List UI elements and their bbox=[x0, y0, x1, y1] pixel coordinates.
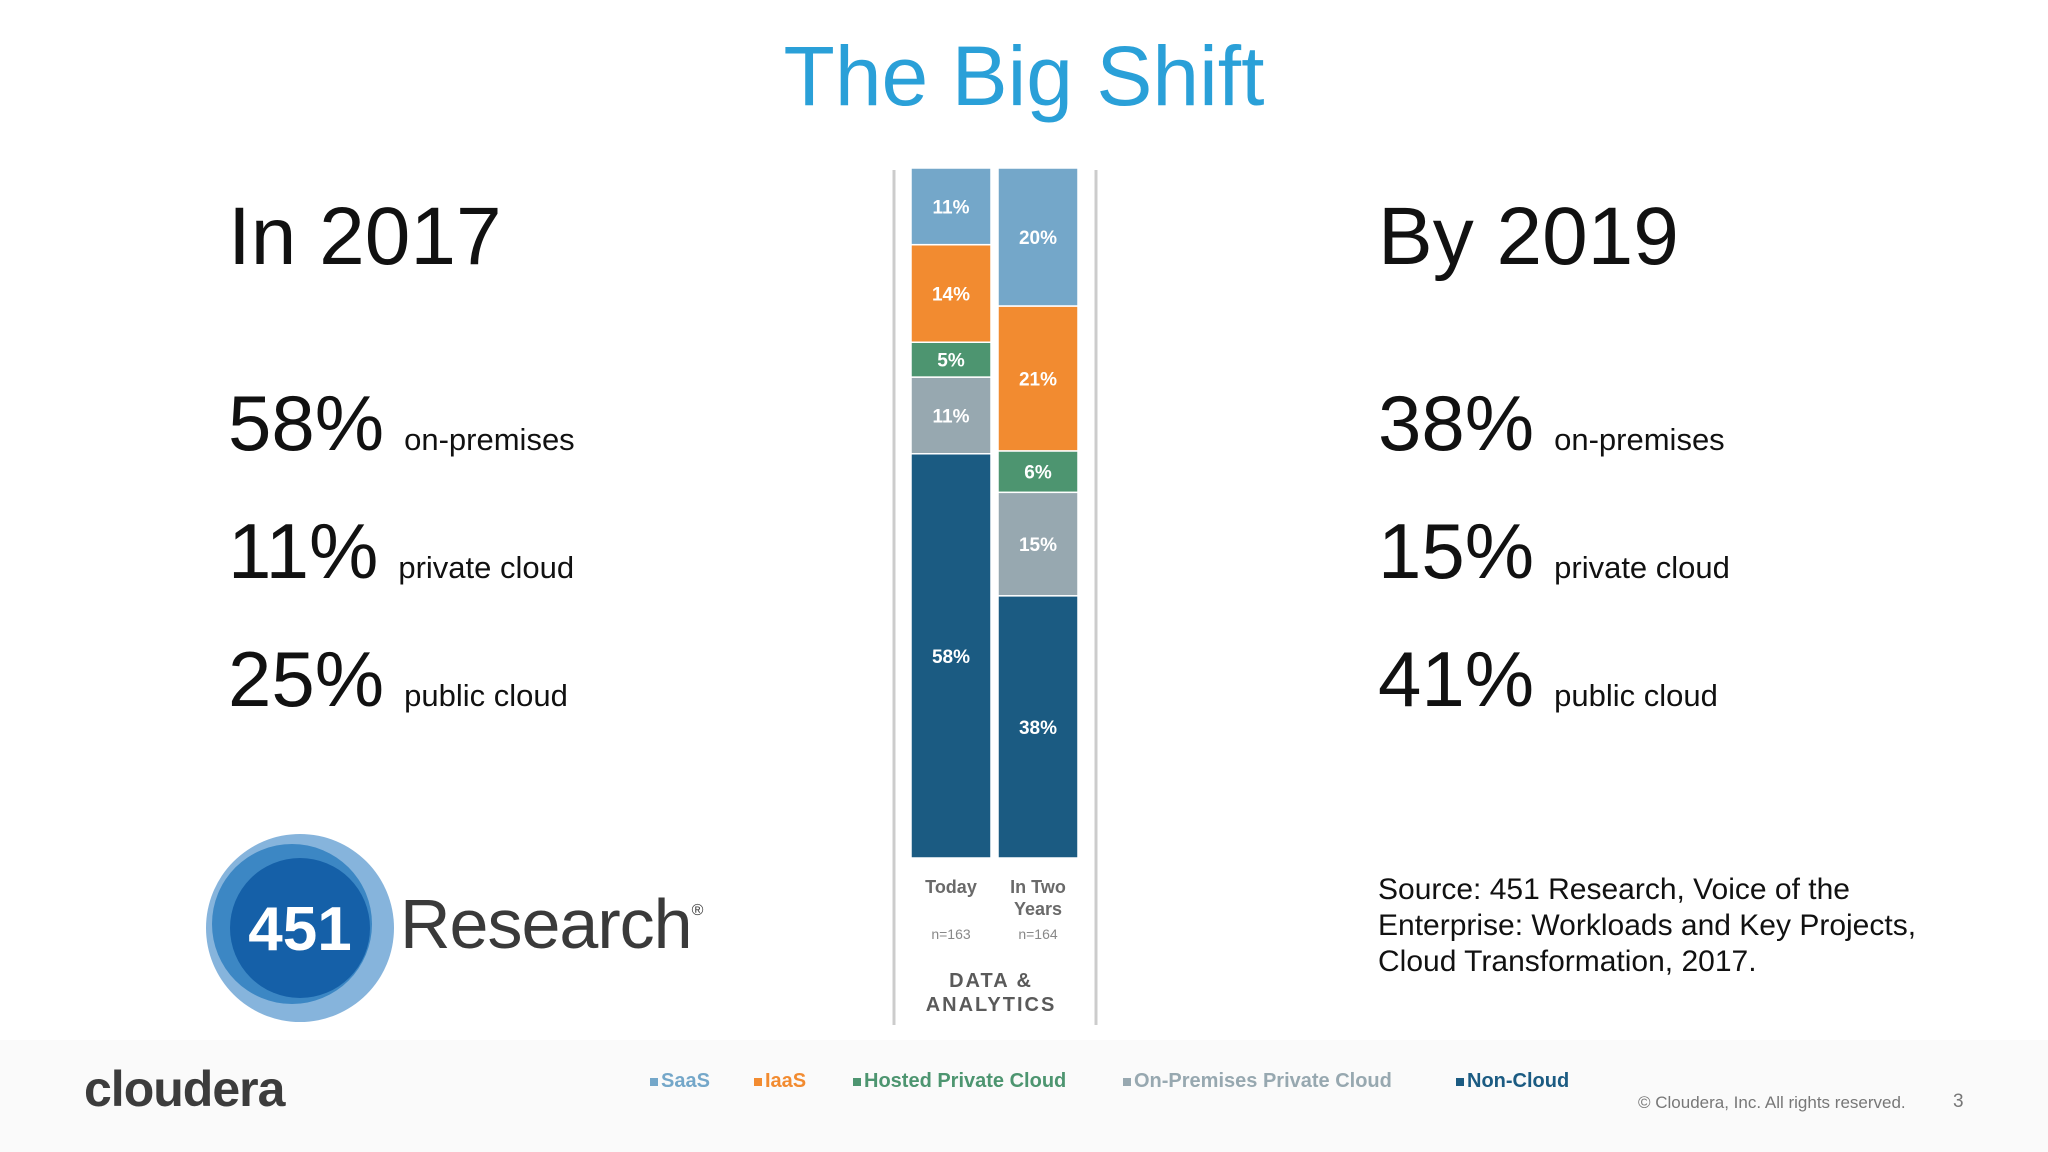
category-group-title: DATA & bbox=[949, 970, 1033, 992]
legend-label: Hosted Private Cloud bbox=[864, 1070, 1067, 1092]
data-label: 14% bbox=[932, 284, 970, 305]
legend-swatch bbox=[853, 1077, 861, 1086]
legend-item-saas: SaaS bbox=[650, 1070, 710, 1093]
stacked-bar-chart: 58% 11% 5% 14% 11% Today n=163 38% 15% 6% 21% 20% In… bbox=[892, 167, 1098, 1025]
registered-mark: ® bbox=[691, 902, 704, 919]
data-label: 11% bbox=[933, 197, 970, 218]
bar-segment bbox=[997, 450, 1079, 494]
legend-swatch bbox=[754, 1077, 762, 1086]
left-stat-public-cloud: 25% public cloud bbox=[228, 634, 568, 725]
left-stat-on-premises: 58% on-premises bbox=[228, 378, 575, 469]
bar-segment bbox=[910, 341, 992, 378]
data-label: 11% bbox=[933, 406, 970, 427]
right-stat-value: 38% bbox=[1378, 379, 1535, 467]
legend-label: SaaS bbox=[661, 1070, 710, 1092]
data-label: 58% bbox=[932, 647, 970, 668]
bar-segment bbox=[997, 167, 1079, 307]
page-number: 3 bbox=[1953, 1091, 1964, 1112]
data-label: 5% bbox=[937, 351, 965, 372]
left-stat-value: 25% bbox=[228, 635, 385, 723]
data-label: 38% bbox=[1019, 718, 1057, 739]
bar-segment bbox=[997, 595, 1079, 859]
left-heading: In 2017 bbox=[228, 191, 502, 282]
right-heading: By 2019 bbox=[1378, 191, 1679, 282]
sample-size-label: n=163 bbox=[931, 926, 971, 942]
category-label: Today bbox=[925, 877, 977, 897]
data-label: 21% bbox=[1019, 369, 1057, 390]
right-stat-label: private cloud bbox=[1554, 550, 1730, 585]
bar-segment bbox=[910, 243, 992, 343]
bar-segment bbox=[997, 305, 1079, 452]
legend-item-hosted-private-cloud: Hosted Private Cloud bbox=[853, 1070, 1066, 1093]
source-citation: Source: 451 Research, Voice of the Enter… bbox=[1378, 873, 1917, 978]
cloudera-logo: cloudera bbox=[84, 1061, 285, 1117]
logo-number: 451 bbox=[248, 895, 351, 964]
legend-label: IaaS bbox=[765, 1070, 807, 1092]
data-label: 15% bbox=[1019, 535, 1057, 556]
data-label: 20% bbox=[1019, 228, 1057, 249]
right-stat-label: public cloud bbox=[1554, 678, 1718, 713]
left-stat-private-cloud: 11% private cloud bbox=[228, 506, 574, 597]
bar-segment bbox=[997, 491, 1079, 597]
right-stat-public-cloud: 41% public cloud bbox=[1378, 634, 1718, 725]
logo-word: Research® bbox=[400, 884, 704, 964]
legend-item-iaas: IaaS bbox=[754, 1070, 806, 1093]
left-stat-label: public cloud bbox=[404, 678, 568, 713]
data-label: 6% bbox=[1024, 463, 1052, 484]
left-stat-value: 11% bbox=[228, 507, 379, 595]
451-research-logo-icon: 451 bbox=[206, 834, 394, 1022]
right-stat-private-cloud: 15% private cloud bbox=[1378, 506, 1730, 597]
left-stat-label: private cloud bbox=[398, 550, 575, 585]
legend-item-non-cloud: Non-Cloud bbox=[1456, 1070, 1569, 1093]
right-stat-value: 15% bbox=[1378, 507, 1535, 595]
legend-swatch bbox=[1456, 1077, 1464, 1086]
legend-swatch bbox=[1123, 1077, 1131, 1086]
category-group-title: ANALYTICS bbox=[926, 994, 1057, 1016]
bar-segment bbox=[910, 167, 992, 246]
legend-label: Non-Cloud bbox=[1467, 1070, 1570, 1092]
left-stat-value: 58% bbox=[228, 379, 385, 467]
sample-size-label: n=164 bbox=[1018, 926, 1058, 942]
category-label: Years bbox=[1014, 899, 1062, 919]
right-stat-label: on-premises bbox=[1554, 422, 1725, 457]
bar-segment bbox=[910, 453, 992, 859]
category-label: In Two bbox=[1010, 877, 1066, 897]
slide-title: The Big Shift bbox=[783, 29, 1265, 123]
legend-swatch bbox=[650, 1077, 658, 1086]
right-stat-value: 41% bbox=[1378, 635, 1535, 723]
copyright-text: © Cloudera, Inc. All rights reserved. bbox=[1638, 1093, 1906, 1112]
left-stat-label: on-premises bbox=[404, 422, 575, 457]
logo-word-text: Research bbox=[400, 885, 693, 963]
legend-item-on-premises-private-cloud: On-Premises Private Cloud bbox=[1123, 1070, 1392, 1093]
legend-label: On-Premises Private Cloud bbox=[1134, 1070, 1392, 1092]
right-stat-on-premises: 38% on-premises bbox=[1378, 378, 1725, 469]
footer-band bbox=[0, 1040, 2048, 1152]
